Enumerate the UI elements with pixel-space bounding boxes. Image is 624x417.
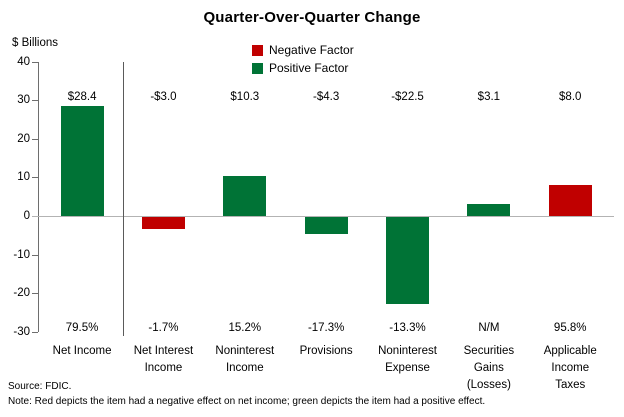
y-axis-tick-mark (32, 61, 38, 63)
zero-gridline (32, 216, 614, 217)
bar-net-interest-income (141, 217, 185, 229)
y-axis-line (38, 61, 39, 332)
y-axis-tick-mark (32, 177, 38, 179)
category-label-line: Income (551, 362, 590, 374)
category-label-line: Income (144, 362, 183, 374)
legend-label-negative-factor: Negative Factor (269, 43, 354, 57)
category-label-line: Income (225, 362, 264, 374)
bar-securities-gains-losses (467, 204, 511, 216)
source-text: Source: FDIC. (8, 381, 72, 392)
bar-value-label: $8.0 (559, 91, 582, 103)
y-axis-tick-mark (32, 138, 38, 140)
category-label-line: Applicable (543, 345, 597, 357)
bar-value-label: -$22.5 (391, 91, 424, 103)
y-axis-tick-mark (32, 331, 38, 333)
bar-percent-label: -13.3% (389, 322, 426, 334)
note-text: Note: Red depicts the item had a negativ… (8, 396, 486, 407)
category-label-line: Noninterest (378, 345, 437, 357)
bar-net-income (60, 106, 104, 216)
bar-percent-label: -1.7% (148, 322, 179, 334)
y-axis-tick-label: -10 (13, 248, 30, 261)
category-label-line: Net Income (52, 345, 112, 357)
legend-item-negative-factor: Negative Factor (252, 43, 354, 57)
category-label: Noninterest Expense (353, 343, 463, 377)
category-label-line: Gains (473, 362, 504, 374)
category-label-line: (Losses) (466, 379, 511, 391)
y-axis-tick-label: -30 (13, 325, 30, 338)
category-label: Securities Gains (Losses) (434, 343, 544, 394)
bar-noninterest-income (223, 176, 267, 216)
negative-factor-swatch-icon (252, 44, 263, 56)
category-label-line: Net Interest (133, 345, 194, 357)
legend: Negative Factor Positive Factor (252, 43, 354, 79)
chart-title: Quarter-Over-Quarter Change (203, 9, 421, 26)
bar-value-label: -$4.3 (313, 91, 340, 103)
legend-item-positive-factor: Positive Factor (252, 61, 354, 75)
y-axis-tick-label: 10 (17, 171, 30, 184)
bar-percent-label: N/M (478, 322, 500, 334)
bar-noninterest-expense (386, 217, 430, 304)
category-label-line: Taxes (555, 379, 586, 391)
category-label: Applicable Income Taxes (515, 343, 624, 394)
bar-percent-label: 95.8% (553, 322, 587, 334)
bar-value-label: $3.1 (477, 91, 501, 103)
bar-applicable-income-taxes (548, 185, 592, 216)
category-label: Net Income (27, 343, 137, 360)
bar-percent-label: 79.5% (65, 322, 99, 334)
category-label: Net Interest Income (108, 343, 218, 377)
category-label-line: Noninterest (215, 345, 275, 357)
net-income-separator-line (122, 61, 124, 336)
category-label-line: Expense (385, 362, 430, 374)
y-axis-tick-label: 40 (17, 55, 30, 68)
bar-percent-label: -17.3% (307, 322, 345, 334)
bar-value-label: -$3.0 (150, 91, 177, 103)
positive-factor-swatch-icon (252, 62, 263, 74)
bar-value-label: $10.3 (230, 91, 260, 103)
y-axis-tick-mark (32, 100, 38, 102)
bar-percent-label: 15.2% (228, 322, 262, 334)
category-label: Noninterest Income (190, 343, 300, 377)
bar-value-label: $28.4 (67, 91, 97, 103)
y-axis-tick-mark (32, 254, 38, 256)
y-axis-tick-label: -20 (13, 287, 30, 300)
category-label: Provisions (271, 343, 381, 360)
y-axis-unit-label: $ Billions (12, 37, 59, 49)
legend-label-positive-factor: Positive Factor (269, 61, 349, 75)
category-label-line: Securities (463, 345, 515, 357)
category-label-line: Provisions (299, 345, 353, 357)
y-axis-tick-label: 30 (17, 94, 30, 107)
y-axis-tick-label: 20 (17, 132, 30, 145)
y-axis-tick-label: 0 (23, 210, 30, 222)
bar-provisions (304, 217, 348, 234)
y-axis-tick-mark (32, 293, 38, 295)
